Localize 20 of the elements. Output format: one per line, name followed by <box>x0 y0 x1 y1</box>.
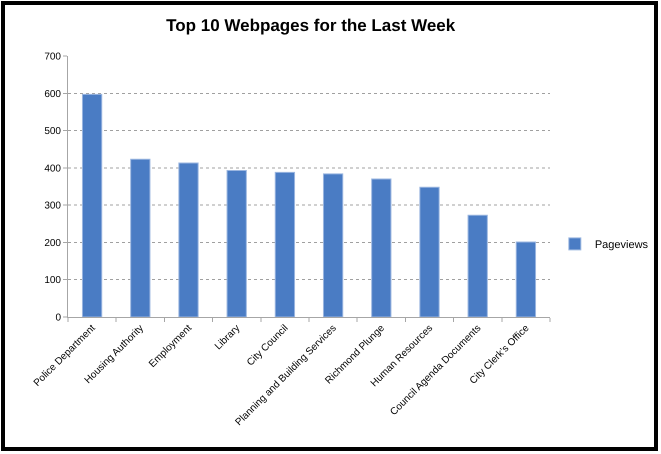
chart-title: Top 10 Webpages for the Last Week <box>166 16 456 35</box>
bar <box>178 162 199 317</box>
bar <box>468 214 488 317</box>
y-tick-label: 0 <box>55 312 62 324</box>
y-tick-label: 300 <box>44 200 62 212</box>
y-tick-label: 600 <box>44 88 62 100</box>
bar <box>419 186 440 317</box>
bar <box>226 170 247 317</box>
y-tick-label: 500 <box>44 126 62 138</box>
legend-label: Pageviews <box>594 239 649 252</box>
bar <box>516 242 536 317</box>
bar <box>82 94 102 317</box>
y-tick-label: 200 <box>44 238 62 249</box>
y-tick-label: 700 <box>44 52 62 62</box>
y-tick-label: 400 <box>44 163 62 174</box>
bar <box>130 158 150 317</box>
bar <box>274 172 296 317</box>
bar <box>322 173 344 317</box>
y-tick-label: 100 <box>44 275 62 286</box>
bar <box>371 178 392 317</box>
